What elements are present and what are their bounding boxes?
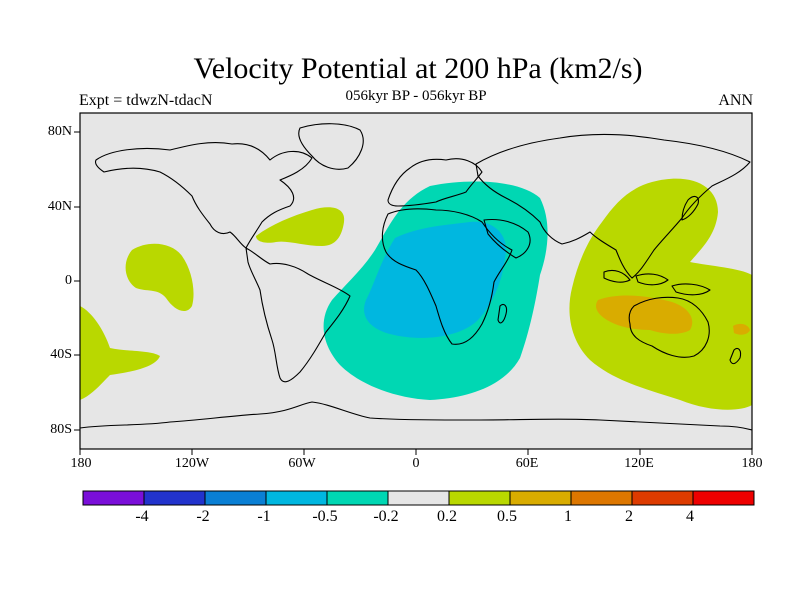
lon-label-60w: 60W — [288, 456, 316, 471]
colorbar-label-8: 1 — [564, 508, 572, 525]
chart-title: Velocity Potential at 200 hPa (km2/s) — [193, 52, 643, 85]
lat-label-40n: 40N — [47, 199, 72, 214]
lon-label-180w: 180 — [70, 456, 92, 471]
outline-japan — [681, 195, 699, 221]
colorbar-box-8 — [509, 490, 572, 506]
lon-label-120e: 120E — [624, 456, 654, 471]
negative-core-africa — [364, 221, 506, 338]
outline-north-america — [94, 141, 313, 249]
lon-label-180e: 180 — [741, 456, 763, 471]
positive-core-australia — [596, 295, 693, 334]
positive-region-southeast-pacific — [80, 306, 160, 400]
colorbar-label-1: -4 — [135, 508, 149, 525]
colorbar-box-4 — [265, 490, 328, 506]
outline-arabia — [483, 218, 531, 259]
outline-madagascar — [497, 303, 508, 324]
colorbar-box-9 — [570, 490, 633, 506]
colorbar-label-6: 0.2 — [437, 508, 457, 525]
chart-subtitle: 056kyr BP - 056kyr BP — [345, 88, 487, 104]
colorbar-label-2: -2 — [196, 508, 210, 525]
colorbar-box-10 — [631, 490, 694, 506]
outline-new-zealand — [729, 347, 742, 365]
outline-maritime-continent — [603, 269, 711, 296]
lat-label-80s: 80S — [50, 422, 72, 437]
colorbar-box-1 — [82, 490, 145, 506]
lon-label-60e: 60E — [515, 456, 539, 471]
colorbar-box-7 — [448, 490, 511, 506]
colorbar-box-6 — [387, 490, 450, 506]
colorbar-box-5 — [326, 490, 389, 506]
outline-greenland — [298, 123, 364, 170]
positive-region-caribbean — [256, 207, 345, 246]
colorbar-label-3: -1 — [257, 508, 271, 525]
lat-label-0: 0 — [65, 273, 72, 288]
positive-region-asia-australia — [569, 178, 752, 410]
lon-label-120w: 120W — [174, 456, 210, 471]
colorbar-box-11 — [692, 490, 755, 506]
colorbar-box-2 — [143, 490, 206, 506]
positive-core-pacific-east — [733, 323, 750, 335]
lat-ticks — [74, 131, 80, 431]
positive-region-pacific — [125, 243, 194, 312]
outline-asia — [475, 133, 751, 279]
colorbar-label-7: 0.5 — [497, 508, 517, 525]
outline-australia — [628, 296, 710, 358]
colorbar — [82, 490, 755, 506]
outline-south-america — [245, 247, 351, 383]
lon-ticks — [79, 449, 753, 455]
colorbar-label-5: -0.2 — [373, 508, 399, 525]
colorbar-label-9: 2 — [625, 508, 633, 525]
colorbar-label-10: 4 — [686, 508, 694, 525]
experiment-label: Expt = tdwzN-tdacN — [79, 92, 213, 109]
lon-label-0: 0 — [412, 456, 420, 471]
outline-antarctica — [80, 401, 752, 431]
colorbar-box-3 — [204, 490, 267, 506]
outline-europe — [387, 158, 483, 207]
outline-africa — [381, 208, 513, 345]
lat-label-40s: 40S — [50, 347, 72, 362]
season-label: ANN — [718, 92, 753, 109]
lat-label-80n: 80N — [47, 124, 72, 139]
continent-outlines — [80, 123, 752, 431]
contour-fields — [80, 123, 752, 431]
colorbar-label-4: -0.5 — [312, 508, 338, 525]
